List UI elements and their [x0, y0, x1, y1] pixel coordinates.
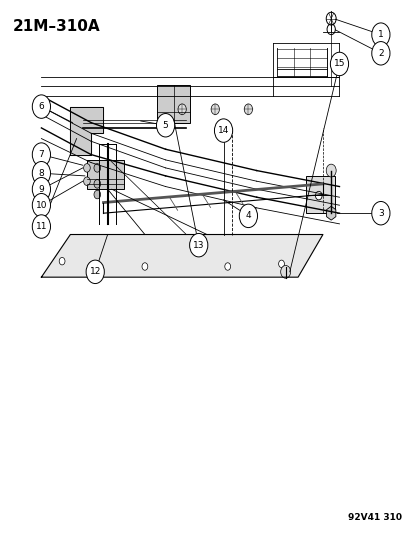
Text: 8: 8	[38, 169, 44, 177]
Text: 10: 10	[36, 201, 47, 209]
Circle shape	[330, 52, 348, 76]
Circle shape	[371, 201, 389, 225]
Text: 6: 6	[38, 102, 44, 111]
Text: 15: 15	[333, 60, 344, 68]
Circle shape	[239, 204, 257, 228]
Circle shape	[189, 233, 207, 257]
Circle shape	[280, 265, 290, 278]
Circle shape	[32, 161, 50, 185]
Bar	[306, 176, 335, 213]
Circle shape	[156, 114, 174, 137]
Text: 12: 12	[89, 268, 101, 276]
Circle shape	[244, 104, 252, 115]
Circle shape	[59, 257, 65, 265]
Circle shape	[94, 190, 100, 199]
Circle shape	[32, 143, 50, 166]
Circle shape	[278, 260, 284, 268]
Circle shape	[83, 164, 90, 172]
Circle shape	[32, 193, 50, 217]
Text: 92V41 310: 92V41 310	[347, 513, 401, 522]
Circle shape	[32, 215, 50, 238]
Text: 9: 9	[38, 185, 44, 193]
Circle shape	[32, 177, 50, 201]
Text: 5: 5	[162, 121, 168, 130]
Circle shape	[142, 263, 147, 270]
Bar	[157, 85, 190, 123]
Text: 11: 11	[36, 222, 47, 231]
Text: 7: 7	[38, 150, 44, 159]
Circle shape	[178, 104, 186, 115]
Circle shape	[94, 180, 100, 188]
Circle shape	[211, 104, 219, 115]
Circle shape	[371, 23, 389, 46]
Circle shape	[94, 164, 100, 172]
Polygon shape	[41, 235, 322, 277]
Text: 2: 2	[377, 49, 383, 58]
Text: 13: 13	[192, 241, 204, 249]
Polygon shape	[326, 206, 335, 220]
Bar	[87, 160, 124, 189]
Circle shape	[325, 164, 335, 177]
Text: 4: 4	[245, 212, 251, 220]
Circle shape	[224, 263, 230, 270]
Text: 1: 1	[377, 30, 383, 39]
Circle shape	[83, 177, 90, 185]
Circle shape	[371, 42, 389, 65]
Text: 14: 14	[217, 126, 229, 135]
Text: 3: 3	[377, 209, 383, 217]
Circle shape	[214, 119, 232, 142]
Circle shape	[32, 95, 50, 118]
Circle shape	[86, 260, 104, 284]
Circle shape	[315, 191, 321, 200]
Polygon shape	[70, 107, 103, 155]
Text: 21M–310A: 21M–310A	[12, 19, 100, 34]
